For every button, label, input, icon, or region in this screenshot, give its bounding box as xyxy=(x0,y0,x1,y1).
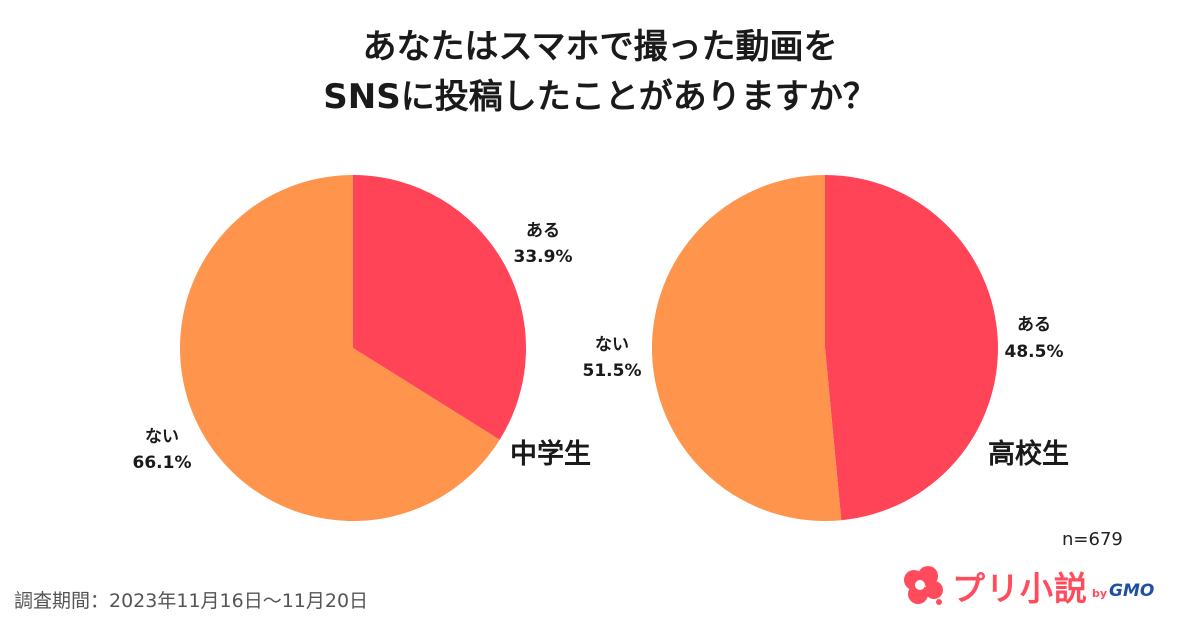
label-high-school-no-name: ない xyxy=(595,335,629,355)
logo-by: by xyxy=(1092,586,1108,600)
label-high-school-yes-name: ある xyxy=(1017,315,1051,335)
label-junior-high-no-name: ない xyxy=(145,427,179,447)
slice-high-school-no xyxy=(651,174,842,521)
slice-junior-high-yes xyxy=(353,175,527,440)
label-junior-high-yes-value: 33.9% xyxy=(514,247,573,267)
cloud-logo-icon xyxy=(904,566,943,605)
label-high-school-no-value: 51.5% xyxy=(583,361,642,381)
chart-title-line-2: SNSに投稿したことがありますか？ xyxy=(323,77,877,117)
group-label-high-school: 高校生 xyxy=(988,438,1069,470)
label-junior-high-yes-name: ある xyxy=(526,221,560,241)
slice-high-school-yes xyxy=(825,175,998,521)
label-high-school-yes-value: 48.5% xyxy=(1005,342,1064,362)
slice-junior-high-no xyxy=(180,175,500,521)
logo-company: GMO xyxy=(1109,581,1155,601)
label-junior-high-no-value: 66.1% xyxy=(133,453,192,473)
survey-period: 調査期間：2023年11月16日〜11月20日 xyxy=(14,590,369,612)
chart-title: あなたはスマホで撮った動画を SNSに投稿したことがありますか？ xyxy=(0,22,1200,122)
chart-title-line-1: あなたはスマホで撮った動画を xyxy=(362,27,838,67)
group-label-junior-high: 中学生 xyxy=(510,438,591,470)
sample-size: n=679 xyxy=(1062,529,1123,550)
pie-chart-junior-high: ある 33.9% ない 66.1% 中学生 xyxy=(133,175,591,521)
logo-text: プリ小説 xyxy=(952,569,1088,608)
brand-logo: プリ小説 by GMO xyxy=(900,562,1154,610)
pie-chart-high-school: ある 48.5% ない 51.5% 高校生 xyxy=(583,174,1069,521)
